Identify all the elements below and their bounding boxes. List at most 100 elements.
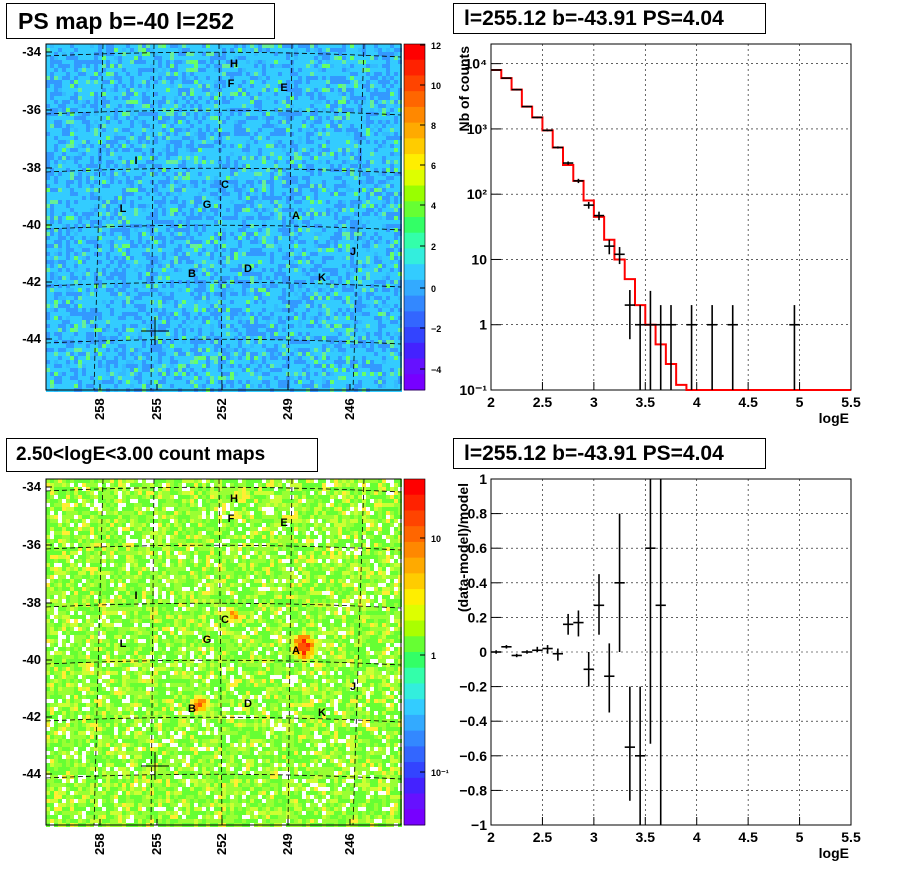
graticule [45, 43, 402, 391]
colorbar-step [404, 264, 425, 281]
colorbar-step [404, 185, 425, 202]
graticule [45, 478, 402, 826]
y-tick-label: −0.8 [459, 782, 487, 798]
colorbar-step [404, 374, 425, 391]
residual-point [635, 686, 646, 825]
x-tick-label: 246 [342, 833, 357, 855]
colorbar-step [404, 526, 425, 543]
spectrum-title: l=255.12 b=-43.91 PS=4.04 [453, 3, 766, 34]
colorbar-step [404, 541, 425, 559]
y-tick-label: -36 [22, 537, 41, 552]
map-pixels [46, 44, 402, 392]
y-tick-label: 10⁴ [465, 56, 488, 72]
colorbar-tick-label: −2 [431, 324, 441, 334]
y-tick-label: 10² [467, 186, 488, 202]
graticule-parallel [45, 602, 402, 609]
y-tick-label: -42 [22, 274, 41, 289]
colorbar: 12 10 8 6 4 2 0 −2 −4 [403, 41, 441, 391]
data-point [614, 247, 625, 265]
residual-point [573, 610, 584, 637]
residual-point [532, 646, 543, 652]
data-point [789, 305, 800, 390]
y-tick-label: −0.4 [459, 713, 487, 729]
x-tick-label: 4 [693, 829, 701, 845]
y-tick-label: −1 [471, 817, 487, 833]
y-tick-label: -44 [22, 766, 42, 781]
colorbar-step [404, 777, 425, 795]
colorbar-step [404, 138, 425, 155]
x-tick-label: 252 [214, 833, 229, 855]
colorbar-tick-label: 10⁻¹ [431, 768, 449, 778]
y-tick-label: 1 [479, 471, 487, 487]
colorbar-step [404, 248, 425, 265]
colorbar-step [404, 667, 425, 684]
colorbar-step [404, 494, 425, 511]
residual-point [655, 479, 666, 825]
graticule-meridian [218, 43, 223, 391]
colorbar-step [404, 201, 425, 218]
y-tick-label: 0 [479, 644, 487, 660]
residual-point [583, 652, 594, 687]
residual-point [542, 645, 553, 654]
map-pixels [46, 479, 402, 827]
y-tick-label: 0.4 [468, 575, 488, 591]
count-map-title: 2.50<logE<3.00 count maps [6, 438, 318, 472]
y-tick-label: 10 [471, 251, 487, 267]
y-tick-label: −0.6 [459, 748, 487, 764]
colorbar-step [404, 217, 425, 234]
y-tick-label: −0.2 [459, 679, 487, 695]
colorbar-step [404, 809, 425, 826]
colorbar-tick-label: 12 [431, 41, 441, 51]
colorbar-frame [403, 43, 426, 391]
colorbar-step [404, 91, 425, 108]
colorbar-step [404, 106, 425, 124]
x-tick-label: 4.5 [738, 829, 758, 845]
ps-map-title: PS map b=-40 l=252 [6, 3, 275, 39]
graticule-parallel [45, 224, 402, 231]
colorbar-step [404, 746, 425, 763]
source-label-a: A [292, 645, 300, 657]
colorbar-tick-label: 4 [431, 201, 436, 211]
y-tick-label: -40 [22, 652, 41, 667]
y-tick-label: -36 [22, 102, 41, 117]
source-label-c: C [221, 614, 229, 626]
x-tick-label: 5.5 [841, 394, 861, 410]
colorbar-step [404, 636, 425, 653]
data-point [645, 290, 656, 390]
graticule-parallel [45, 544, 402, 551]
colorbar-tick-label: 8 [431, 121, 436, 131]
source-label-g: G [203, 634, 212, 646]
x-tick-label: 2 [487, 829, 495, 845]
graticule-parallel [45, 51, 402, 58]
colorbar-step [404, 589, 425, 606]
residual-point [501, 645, 512, 649]
graticule-parallel [45, 659, 402, 666]
data-point [604, 239, 615, 255]
data-point [491, 69, 502, 71]
graticule-meridian [352, 43, 365, 391]
y-tick-label: 10³ [467, 121, 488, 137]
colorbar-step [404, 604, 425, 622]
source-label-h: H [230, 493, 238, 505]
data-point [532, 116, 543, 119]
y-tick-label: -38 [22, 160, 41, 175]
graticule-parallel [45, 486, 402, 493]
graticule-meridian [93, 43, 104, 391]
y-tick-label: 0.2 [468, 609, 488, 625]
data-point [635, 305, 646, 390]
x-tick-label: 3 [590, 829, 598, 845]
x-tick-label: 252 [214, 398, 229, 420]
residual-point [511, 653, 522, 658]
data-point [521, 105, 533, 108]
y-tick-label: -34 [22, 44, 42, 59]
colorbar-step [404, 714, 425, 732]
map-frame [45, 43, 402, 391]
x-tick-label: 249 [280, 398, 295, 420]
colorbar-step [404, 762, 425, 779]
y-axis-label: (data-model)/model [455, 483, 471, 612]
source-label-k: K [318, 707, 326, 719]
y-axis-label: Nb of counts [456, 46, 472, 132]
colorbar-step [404, 59, 425, 76]
graticule-parallel [45, 109, 402, 116]
graticule-meridian [287, 43, 293, 391]
